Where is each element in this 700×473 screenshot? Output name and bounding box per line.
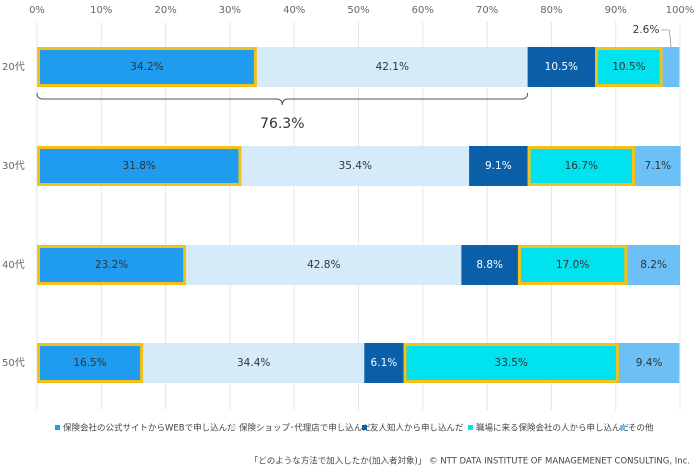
legend-swatch	[231, 425, 236, 430]
x-tick-label: 10%	[90, 5, 112, 16]
value-label: 16.5%	[73, 357, 106, 369]
bar-segment	[37, 146, 242, 186]
legend-swatch	[620, 425, 625, 430]
value-label: 9.4%	[636, 357, 663, 369]
value-label: 9.1%	[485, 160, 512, 172]
highlight-border	[403, 343, 619, 383]
value-label: 10.5%	[545, 61, 578, 73]
value-label: 8.2%	[640, 259, 667, 271]
value-label: 31.8%	[123, 160, 156, 172]
bar-segment	[662, 47, 680, 87]
legend-label: 保険ショップ･代理店で申し込んだ	[239, 423, 371, 434]
legend-swatch	[55, 425, 60, 430]
bar-segment	[627, 245, 680, 285]
value-label: 17.0%	[556, 259, 589, 271]
bar-segment	[527, 47, 596, 87]
value-label: 34.2%	[130, 61, 163, 73]
x-tick-label: 100%	[666, 5, 695, 16]
legend-label: 職場に来る保険会社の人から申し込んだ	[476, 423, 630, 434]
value-label: 42.1%	[376, 61, 409, 73]
value-label: 8.8%	[476, 259, 503, 271]
bar-segment	[186, 245, 462, 285]
y-tick-label: 50代	[2, 357, 25, 369]
value-label: 6.1%	[371, 357, 398, 369]
value-label: 16.7%	[565, 160, 598, 172]
highlight-border	[37, 343, 144, 383]
value-label: 2.6%	[633, 24, 660, 36]
legend-label: 友人知人から申し込んだ	[370, 423, 464, 434]
x-tick-label: 0%	[29, 5, 45, 16]
bar-segment	[595, 47, 663, 87]
y-tick-label: 30代	[2, 160, 25, 172]
legend-label: その他	[628, 423, 654, 434]
leader-line	[661, 29, 672, 48]
y-tick-label: 40代	[2, 259, 25, 271]
legend-swatch	[362, 425, 367, 430]
bar-segment	[37, 47, 257, 87]
x-tick-label: 50%	[347, 5, 369, 16]
x-tick-label: 30%	[219, 5, 241, 16]
bar-segment	[37, 343, 144, 383]
x-tick-label: 60%	[412, 5, 434, 16]
bar-segment	[461, 245, 518, 285]
highlight-border	[37, 245, 187, 285]
x-tick-label: 20%	[154, 5, 176, 16]
bar-segment	[527, 146, 635, 186]
x-tick-label: 40%	[283, 5, 305, 16]
highlight-border	[517, 245, 628, 285]
legend-label: 保険会社の公式サイトからWEBで申し込んだ	[63, 423, 236, 434]
value-label: 7.1%	[644, 160, 671, 172]
value-label: 34.4%	[237, 357, 270, 369]
x-tick-label: 70%	[476, 5, 498, 16]
value-label: 33.5%	[495, 357, 528, 369]
value-label: 23.2%	[95, 259, 128, 271]
bar-segment	[256, 47, 528, 87]
bar-segment	[634, 146, 681, 186]
y-tick-label: 20代	[2, 61, 25, 73]
bar-segment	[403, 343, 619, 383]
value-label: 10.5%	[612, 61, 645, 73]
bar-segment	[241, 146, 470, 186]
annotation: 76.3%	[260, 116, 304, 132]
bar-segment	[364, 343, 404, 383]
bar-segment	[37, 245, 187, 285]
brace	[36, 92, 529, 106]
x-tick-label: 90%	[605, 5, 627, 16]
bar-segment	[517, 245, 628, 285]
legend-swatch	[468, 425, 473, 430]
bar-segment	[469, 146, 528, 186]
highlight-border	[527, 146, 635, 186]
value-label: 35.4%	[339, 160, 372, 172]
value-label: 42.8%	[307, 259, 340, 271]
highlight-border	[595, 47, 663, 87]
bar-segment	[143, 343, 365, 383]
x-tick-label: 80%	[540, 5, 562, 16]
highlight-border	[37, 47, 257, 87]
bar-segment	[618, 343, 680, 383]
highlight-border	[37, 146, 242, 186]
source: 「どのような方法で加入したか(加入者対象)」 © NTT DATA INSTIT…	[250, 456, 690, 467]
